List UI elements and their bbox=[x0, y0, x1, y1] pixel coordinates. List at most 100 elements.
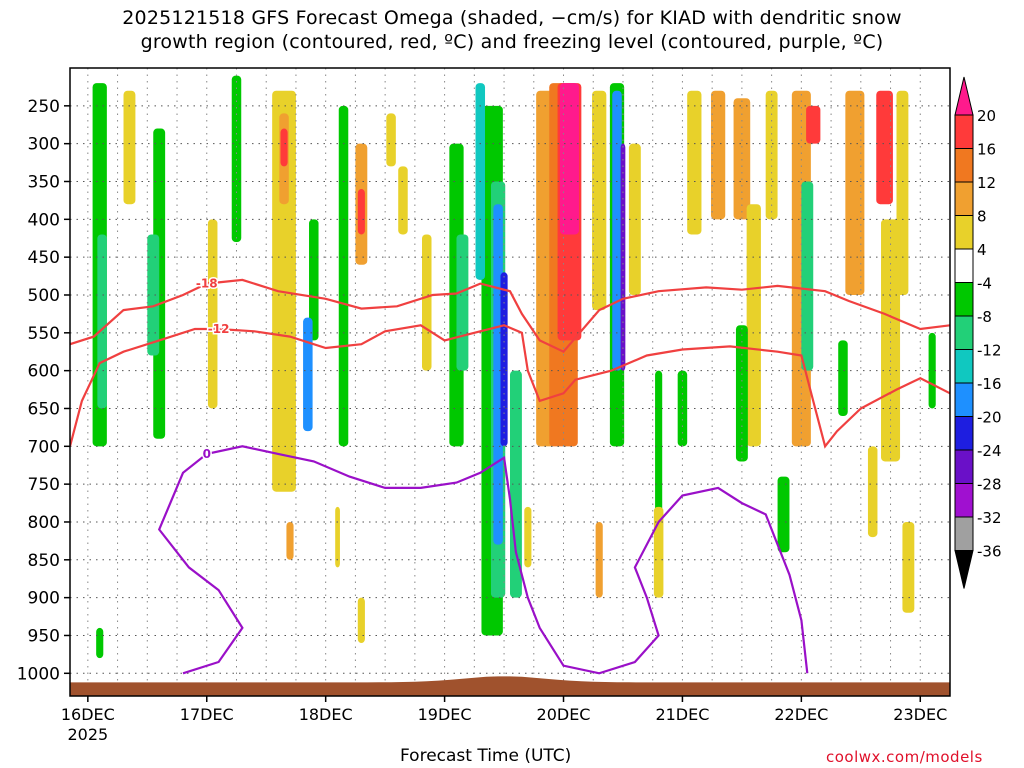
colorbar-bottom-arrow bbox=[954, 550, 974, 589]
contour-label: -18 bbox=[196, 277, 218, 291]
colorbar-box bbox=[954, 148, 974, 183]
omega-cell bbox=[207, 219, 218, 409]
omega-cell bbox=[309, 219, 319, 341]
contour-label: -12 bbox=[208, 322, 230, 336]
colorbar-box bbox=[954, 114, 974, 149]
omega-cell bbox=[612, 90, 622, 371]
omega-cell bbox=[845, 90, 865, 295]
omega-cell bbox=[357, 189, 365, 235]
omega-cell bbox=[710, 90, 726, 220]
omega-cell bbox=[456, 234, 469, 371]
omega-cell bbox=[357, 597, 365, 644]
y-tick-label: 350 bbox=[28, 172, 60, 192]
omega-cell bbox=[335, 506, 340, 568]
contour-dgz_minus18 bbox=[70, 278, 950, 354]
colorbar-box bbox=[954, 215, 974, 250]
chart-title-line-2: growth region (contoured, red, ºC) and f… bbox=[140, 31, 884, 53]
colorbar-label: -28 bbox=[977, 476, 1002, 494]
omega-cell bbox=[559, 83, 579, 235]
x-axis: 16DEC 17DEC 18DEC 19DEC 20DEC 21DEC 22DEC 23DEC… bbox=[61, 696, 947, 744]
omega-cell bbox=[286, 521, 294, 560]
x-tick-label: 22DEC bbox=[774, 705, 828, 724]
omega-cell bbox=[595, 521, 603, 598]
y-tick-label: 550 bbox=[28, 324, 60, 344]
y-tick-label: 600 bbox=[28, 362, 60, 382]
colorbar-box bbox=[954, 181, 974, 216]
omega-cell bbox=[510, 370, 522, 598]
x-tick-label: 20DEC bbox=[537, 705, 591, 724]
omega-cell bbox=[765, 90, 778, 220]
colorbar-label: 20 bbox=[977, 107, 996, 125]
contour-freezing_0c bbox=[157, 445, 809, 675]
omega-cell bbox=[876, 90, 893, 205]
colorbar: 20 16 12 8 4 -4 -8 -12 -16 -20 -24 -28 -32 -36 bbox=[954, 76, 1002, 589]
colorbar-box bbox=[954, 416, 974, 451]
omega-cell bbox=[902, 521, 915, 613]
y-tick-label: 450 bbox=[28, 248, 60, 268]
colorbar-label: -20 bbox=[977, 409, 1002, 427]
terrain-layer bbox=[70, 676, 950, 696]
omega-cell bbox=[653, 506, 664, 598]
omega-cell bbox=[867, 446, 878, 538]
omega-cell bbox=[280, 128, 288, 167]
omega-cell bbox=[524, 506, 532, 568]
colorbar-box bbox=[954, 483, 974, 518]
omega-cell bbox=[500, 272, 508, 447]
x-tick-label: 23DEC bbox=[893, 705, 947, 724]
colorbar-label: 8 bbox=[977, 208, 987, 226]
contour-dgz_minus12 bbox=[70, 324, 950, 449]
contour-layer: -18 -12 0 bbox=[70, 275, 950, 675]
chart-title-line-1: 2025121518 GFS Forecast Omega (shaded, −… bbox=[122, 7, 902, 29]
colorbar-label: -24 bbox=[977, 442, 1002, 460]
omega-cell bbox=[592, 90, 607, 311]
colorbar-label: -4 bbox=[977, 275, 992, 293]
y-tick-label: 800 bbox=[28, 513, 60, 533]
omega-cell bbox=[806, 105, 821, 144]
x-tick-label: 16DEC bbox=[61, 705, 115, 724]
y-tick-label: 500 bbox=[28, 286, 60, 306]
omega-cell bbox=[777, 476, 790, 553]
omega-cell bbox=[123, 90, 136, 205]
omega-cell bbox=[801, 181, 814, 371]
omega-cell bbox=[838, 340, 848, 417]
colorbar-box bbox=[954, 382, 974, 417]
y-tick-label: 650 bbox=[28, 399, 60, 419]
plot-frame bbox=[69, 67, 951, 697]
y-tick-label: 250 bbox=[28, 97, 60, 117]
colorbar-box bbox=[954, 449, 974, 484]
omega-cell bbox=[928, 332, 936, 409]
colorbar-box bbox=[954, 516, 974, 551]
omega-cell bbox=[733, 98, 751, 220]
colorbar-box bbox=[954, 282, 974, 317]
y-tick-label: 700 bbox=[28, 437, 60, 457]
omega-cell bbox=[628, 143, 641, 295]
omega-cell bbox=[398, 166, 408, 235]
credit-text[interactable]: coolwx.com/models bbox=[826, 748, 983, 766]
colorbar-label: -16 bbox=[977, 375, 1002, 393]
x-tick-label: 18DEC bbox=[299, 705, 353, 724]
y-axis: 250 300 350 400 450 500 550 600 650 700 750 800 850 9… bbox=[17, 97, 70, 684]
y-tick-label: 750 bbox=[28, 475, 60, 495]
omega-cell bbox=[338, 105, 349, 447]
colorbar-label: -36 bbox=[977, 543, 1002, 561]
x-tick-label: 19DEC bbox=[418, 705, 472, 724]
colorbar-label: -8 bbox=[977, 308, 992, 326]
omega-cell bbox=[97, 234, 107, 409]
x-tick-label: 17DEC bbox=[180, 705, 234, 724]
omega-shading-layer bbox=[92, 75, 936, 659]
colorbar-box bbox=[954, 349, 974, 384]
colorbar-label: -32 bbox=[977, 509, 1002, 527]
contour-label: 0 bbox=[203, 447, 211, 461]
omega-cell bbox=[881, 219, 901, 462]
omega-cell bbox=[687, 90, 702, 235]
colorbar-label: 12 bbox=[977, 174, 996, 192]
colorbar-box bbox=[954, 315, 974, 350]
colorbar-label: 16 bbox=[977, 141, 996, 159]
omega-cell bbox=[422, 234, 432, 371]
x-tick-label: 21DEC bbox=[655, 705, 709, 724]
y-tick-label: 850 bbox=[28, 551, 60, 571]
y-tick-label: 900 bbox=[28, 589, 60, 609]
omega-cell bbox=[231, 75, 242, 243]
y-tick-label: 1000 bbox=[17, 664, 60, 684]
colorbar-box bbox=[954, 248, 974, 283]
